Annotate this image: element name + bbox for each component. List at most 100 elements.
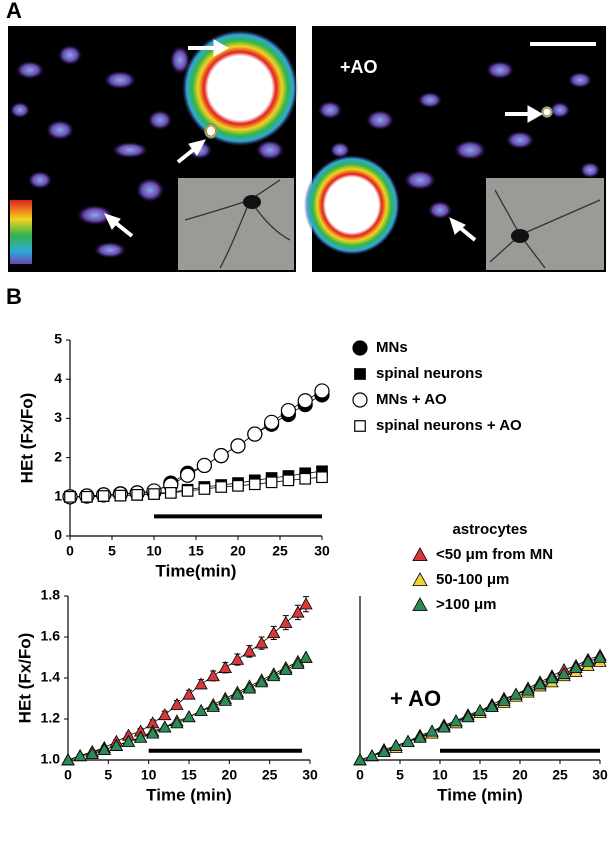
marker [114, 489, 127, 502]
x-tick-label: 25 [262, 767, 278, 783]
marker [121, 734, 136, 747]
marker [401, 734, 415, 747]
x-tick-label: 10 [432, 767, 448, 783]
chart: 0 5 10 15 20 25 30 Time (min) + AO [353, 596, 608, 804]
image-right: +AO [304, 26, 606, 272]
x-tick-label: 0 [356, 767, 364, 783]
y-axis-title: HEt (Fx/Fo) [15, 633, 34, 724]
x-tick-label: 5 [108, 543, 116, 559]
marker [509, 687, 523, 700]
x-tick-label: 30 [592, 767, 608, 783]
marker [299, 472, 312, 485]
x-tick-label: 30 [302, 767, 318, 783]
marker [158, 720, 172, 733]
x-tick-label: 5 [104, 767, 112, 783]
image-left: 2.0 1.2 [8, 26, 298, 272]
marker [85, 747, 99, 760]
marker [461, 710, 475, 723]
marker [248, 478, 261, 491]
marker [194, 677, 208, 690]
marker [182, 710, 196, 723]
legend-label: 50-100 μm [436, 571, 509, 588]
x-tick-label: 10 [141, 767, 157, 783]
image-label: +AO [340, 57, 378, 77]
marker [533, 677, 547, 690]
marker [242, 644, 257, 657]
marker [206, 669, 220, 682]
marker [299, 597, 313, 610]
y-axis-title: HEt (Fx/Fo) [17, 393, 36, 484]
marker [267, 626, 281, 639]
x-axis-title: Time (min) [437, 785, 523, 804]
marker [61, 753, 75, 766]
marker [158, 708, 172, 721]
x-tick-label: 15 [181, 767, 197, 783]
marker [194, 703, 208, 716]
legend-marker [412, 597, 428, 611]
x-tick-label: 20 [230, 543, 246, 559]
marker [254, 675, 269, 688]
series-line [70, 476, 323, 498]
marker [545, 671, 559, 684]
legend-marker [352, 340, 368, 356]
colorbar-label: 2.0 [56, 203, 78, 220]
legend-marker [352, 392, 368, 408]
legend-marker [412, 547, 428, 561]
x-tick-label: 20 [512, 767, 528, 783]
marker [265, 476, 278, 489]
legend-label: >100 μm [436, 596, 496, 613]
marker [449, 714, 463, 727]
marker [299, 650, 313, 663]
panel-label: A [6, 0, 22, 23]
marker [180, 467, 196, 483]
x-tick-label: 10 [146, 543, 162, 559]
marker [213, 448, 229, 464]
marker [521, 683, 535, 696]
x-tick-label: 30 [314, 543, 330, 559]
x-tick-label: 5 [396, 767, 404, 783]
marker [206, 699, 220, 712]
y-tick-label: 5 [54, 331, 62, 347]
marker [365, 749, 379, 762]
marker [291, 656, 305, 669]
marker [218, 660, 232, 673]
marker [353, 753, 367, 766]
marker [282, 474, 295, 487]
legend-label: spinal neurons [376, 365, 483, 382]
marker [64, 490, 76, 503]
marker [146, 726, 160, 739]
marker [218, 693, 232, 706]
legend-marker [354, 368, 366, 380]
panel-label: B [6, 284, 22, 309]
marker [314, 383, 330, 399]
marker [581, 654, 595, 667]
marker [232, 479, 244, 492]
x-tick-label: 15 [188, 543, 204, 559]
y-tick-label: 3 [54, 409, 62, 425]
marker [230, 438, 246, 454]
marker [437, 720, 451, 733]
marker [264, 414, 280, 430]
marker [425, 724, 439, 737]
marker [247, 426, 263, 442]
marker [280, 402, 296, 419]
chart: 0 5 10 15 20 25 30 1.0 1.2 1.4 1.6 1.8 Time (min) HEt… [15, 521, 553, 805]
x-tick-label: 25 [272, 543, 288, 559]
marker [170, 697, 184, 710]
annotation: + AO [390, 686, 441, 711]
legend-marker [354, 420, 366, 432]
x-tick-label: 20 [222, 767, 238, 783]
x-tick-label: 25 [552, 767, 568, 783]
marker [557, 667, 571, 680]
marker [316, 471, 328, 484]
marker [97, 490, 110, 502]
legend-title: astrocytes [452, 521, 527, 538]
marker [170, 716, 184, 729]
y-tick-label: 1.0 [41, 751, 61, 767]
marker [254, 636, 269, 649]
legend-label: MNs + AO [376, 391, 447, 408]
marker [485, 699, 499, 712]
x-axis-title: Time (min) [146, 785, 232, 804]
